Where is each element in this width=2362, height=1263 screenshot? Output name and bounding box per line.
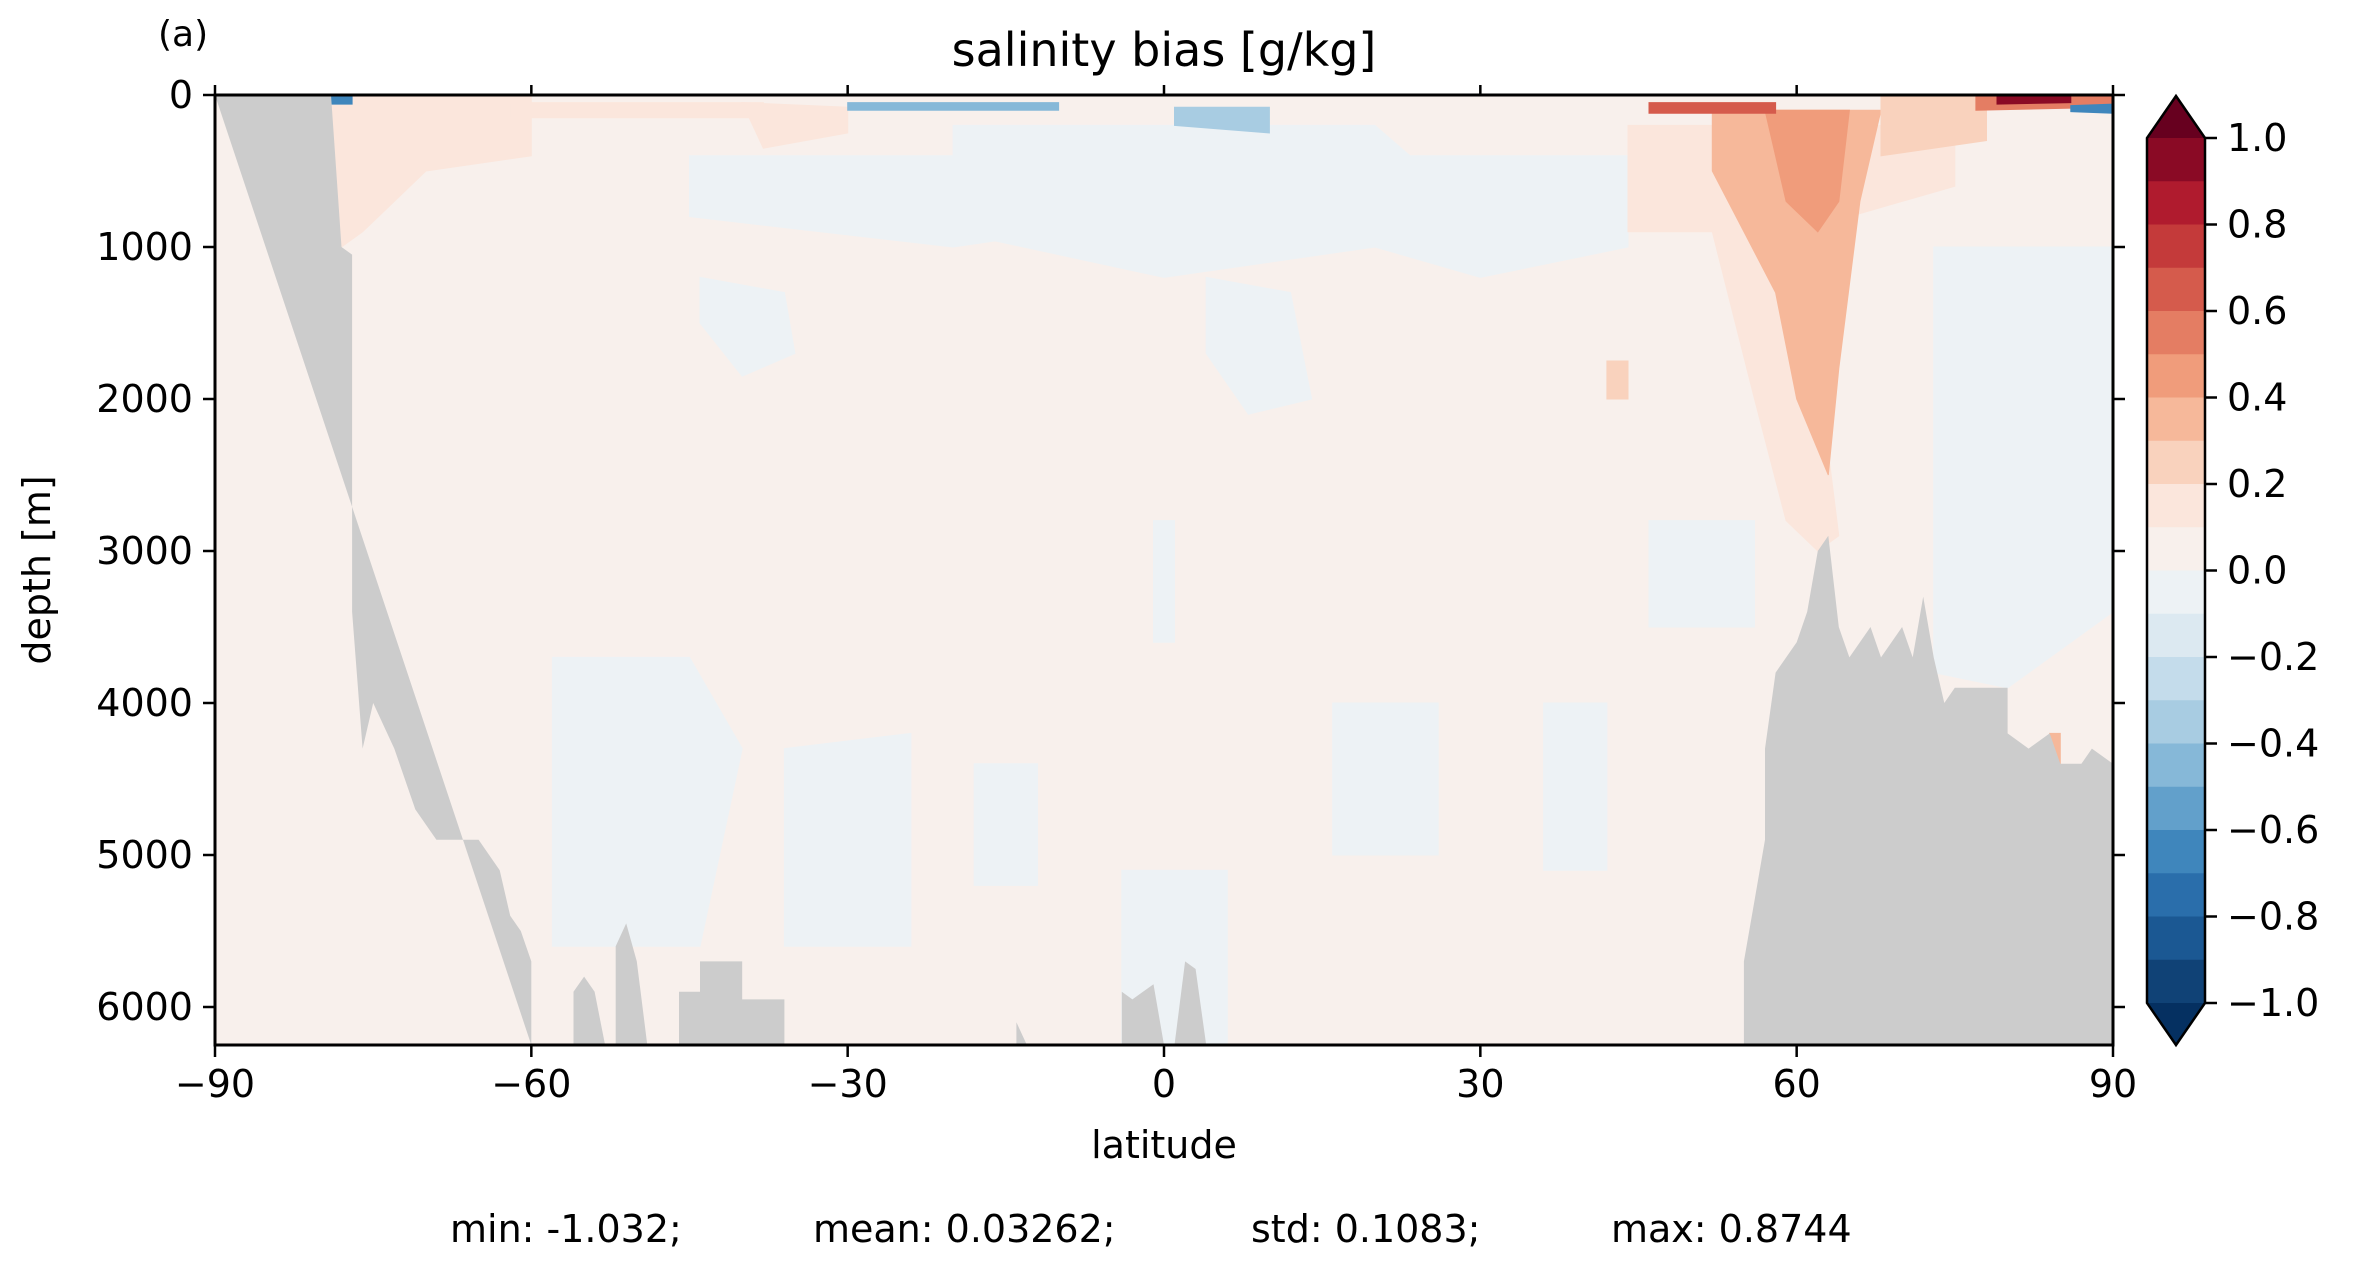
colorbar-level: [2147, 959, 2205, 1004]
bias-contour-patch: [1332, 702, 1439, 856]
bias-contour-patch: [1880, 95, 1987, 157]
x-tick-label: 0: [1152, 1062, 1176, 1106]
y-tick-label: 4000: [96, 681, 193, 725]
colorbar-level: [2147, 657, 2205, 701]
colorbar-level: [2147, 700, 2205, 745]
bias-contour-patch: [1933, 246, 2113, 689]
seamount: [1016, 1022, 1027, 1045]
colorbar-tick-label: 0.4: [2227, 376, 2287, 420]
seamount: [573, 976, 606, 1045]
x-tick-label: −90: [175, 1062, 255, 1106]
bias-contour-patch: [1374, 155, 1629, 278]
colorbar-level: [2147, 613, 2205, 658]
seafloor-south: [215, 95, 532, 1045]
colorbar-extend-under: [2147, 1003, 2205, 1045]
colorbar-level: [2147, 397, 2205, 442]
colorbar-level: [2147, 484, 2205, 528]
bias-contour-patch: [783, 732, 912, 947]
x-tick-label: 30: [1456, 1062, 1504, 1106]
seamount: [1121, 984, 1164, 1045]
colorbar-tick-label: 0.0: [2227, 549, 2287, 593]
y-tick-label: 6000: [96, 985, 193, 1029]
y-tick-label: 5000: [96, 833, 193, 877]
bias-contour-patch: [2070, 103, 2113, 114]
bias-contour-patch: [1764, 109, 1850, 233]
seamount: [679, 961, 785, 1045]
seafloor-north: [1743, 535, 2113, 1045]
bias-contour-patch: [509, 102, 764, 119]
colorbar-level: [2147, 440, 2205, 485]
colorbar-level: [2147, 916, 2205, 961]
colorbar-extend-over: [2147, 96, 2205, 138]
bias-contour-patch: [741, 102, 849, 149]
colorbar-level: [2147, 311, 2205, 355]
y-axis-label: depth [m]: [15, 475, 59, 664]
bias-contour-patch: [1153, 520, 1175, 643]
bias-contour-patch: [1606, 360, 1629, 400]
colorbar-level: [2147, 570, 2205, 615]
colorbar-tick-label: −0.6: [2227, 808, 2319, 852]
chart-title: salinity bias [g/kg]: [952, 23, 1377, 77]
colorbar-level: [2147, 138, 2205, 182]
colorbar-tick-label: −1.0: [2227, 981, 2319, 1025]
bias-contour-patch: [847, 102, 1060, 111]
y-tick-label: 3000: [96, 529, 193, 573]
colorbar-level: [2147, 354, 2205, 399]
colorbar: 1.0 0.8 0.6 0.4 0.2 0.0 −0.2 −0.4 −0.6 −0.8 −1.0: [2145, 93, 2319, 1048]
colorbar-tick-label: −0.2: [2227, 635, 2319, 679]
x-tick-label: 60: [1772, 1062, 1820, 1106]
colorbar-level: [2147, 743, 2205, 788]
colorbar-level: [2147, 830, 2205, 874]
bias-contour-patch: [1648, 102, 1777, 114]
colorbar-level: [2147, 267, 2205, 312]
y-tick-label: 0: [169, 73, 193, 117]
x-tick-label: 90: [2089, 1062, 2137, 1106]
y-tick-label: 1000: [96, 225, 193, 269]
bias-contour-patch: [1648, 520, 1755, 628]
bias-contour-patch: [973, 763, 1038, 886]
colorbar-tick-label: 1.0: [2227, 116, 2287, 160]
colorbar-tick-label: 0.8: [2227, 203, 2287, 247]
bias-contour-patch: [551, 656, 743, 947]
seamount: [1174, 961, 1207, 1045]
bias-contour-patch: [699, 276, 796, 377]
stat-std: std: 0.1083;: [1251, 1207, 1480, 1251]
stat-mean: mean: 0.03262;: [813, 1207, 1116, 1251]
colorbar-level: [2147, 527, 2205, 572]
colorbar-tick-label: −0.4: [2227, 722, 2319, 766]
seamount: [615, 923, 648, 1045]
y-axis: 0 1000 2000 3000 4000 5000 6000: [96, 73, 2125, 1029]
bias-contour-patch: [1543, 702, 1608, 871]
colorbar-tick-label: 0.2: [2227, 462, 2287, 506]
bias-contour-patch: [1996, 95, 2072, 105]
colorbar-tick-label: −0.8: [2227, 895, 2319, 939]
stat-max: max: 0.8744: [1611, 1207, 1852, 1251]
colorbar-level: [2147, 873, 2205, 918]
bias-contour-patch: [1205, 276, 1313, 415]
plot-area: [215, 95, 2113, 1045]
y-tick-label: 2000: [96, 377, 193, 421]
bias-contour-patch: [1174, 106, 1270, 134]
colorbar-level: [2147, 181, 2205, 226]
x-tick-label: −60: [491, 1062, 571, 1106]
stat-min: min: -1.032;: [450, 1207, 682, 1251]
colorbar-tick-label: 0.6: [2227, 289, 2287, 333]
colorbar-level: [2147, 224, 2205, 269]
colorbar-level: [2147, 786, 2205, 831]
x-axis-label: latitude: [1091, 1123, 1237, 1167]
x-tick-label: −30: [808, 1062, 888, 1106]
x-axis: −90 −60 −30 0 30 60 90: [175, 85, 2137, 1106]
panel-label: (a): [158, 14, 208, 55]
